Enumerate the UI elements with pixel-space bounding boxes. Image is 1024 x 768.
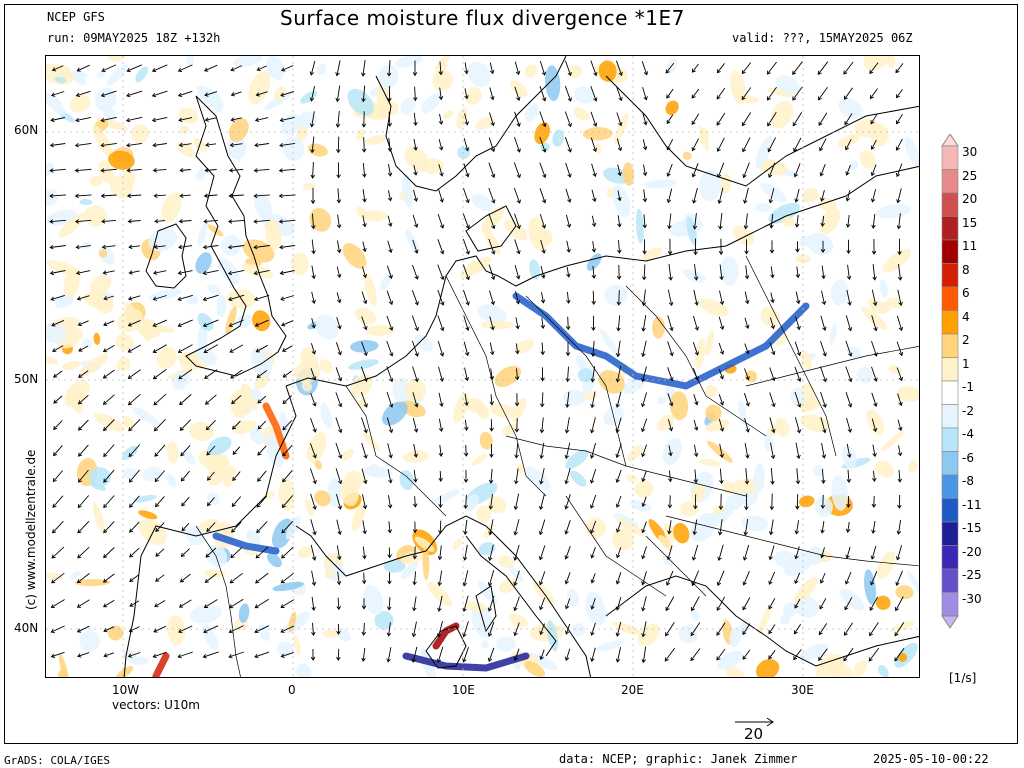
colorbar-swatch [941, 521, 959, 546]
lat-label-40n: 40N [14, 621, 39, 635]
colorbar-tick-label: -11 [962, 497, 982, 512]
colorbar-tick-label: -25 [962, 568, 982, 582]
colorbar-tick-label: 6 [962, 286, 970, 300]
copyright-label: (c) www.modellzentrale.de [24, 449, 38, 610]
colorbar-bottom-arrow [941, 615, 959, 629]
lat-label-50n: 50N [14, 372, 39, 386]
lon-label-20e: 20E [621, 683, 644, 697]
lon-label-10w: 10W [112, 683, 140, 697]
colorbar-swatch [941, 498, 959, 523]
colorbar-swatch [941, 474, 959, 499]
valid-time: valid: ???, 15MAY2025 06Z [732, 31, 913, 45]
colorbar-swatch [941, 216, 959, 241]
vectors-label: vectors: U10m [112, 698, 200, 712]
reference-vector-value: 20 [744, 725, 764, 743]
colorbar [941, 134, 959, 629]
colorbar-tick-label: -2 [962, 403, 974, 418]
colorbar-swatch [941, 169, 959, 194]
run-info: run: 09MAY2025 18Z +132h [47, 31, 221, 45]
lon-label-10e: 10E [452, 683, 475, 697]
colorbar-swatch [941, 145, 959, 170]
colorbar-tick-label: -30 [962, 591, 982, 606]
colorbar-swatch [941, 286, 959, 311]
colorbar-swatch [941, 592, 959, 617]
colorbar-tick-label: 8 [962, 262, 970, 277]
colorbar-swatch [941, 568, 959, 593]
colorbar-swatch [941, 192, 959, 217]
colorbar-swatch [941, 263, 959, 288]
page-title: Surface moisture flux divergence *1E7 [280, 6, 685, 30]
colorbar-swatch [941, 427, 959, 452]
footer-grads: GrADS: COLA/IGES [4, 754, 110, 767]
model-name: NCEP GFS [47, 10, 105, 24]
footer-credits: data: NCEP; graphic: Janek Zimmer [559, 752, 798, 766]
colorbar-tick-label: 4 [962, 309, 970, 324]
colorbar-swatch [941, 239, 959, 264]
colorbar-tick-label: -4 [962, 427, 974, 441]
moisture-flux-map [46, 56, 919, 677]
colorbar-top-arrow [941, 134, 959, 147]
colorbar-swatch [941, 380, 959, 405]
colorbar-tick-label: 30 [962, 145, 978, 159]
colorbar-tick-label: -8 [962, 474, 974, 488]
colorbar-tick-label: 15 [962, 215, 978, 230]
colorbar-swatch [941, 404, 959, 429]
colorbar-swatch [941, 333, 959, 358]
colorbar-tick-label: -20 [962, 544, 982, 559]
colorbar-swatch [941, 357, 959, 382]
lon-label-0: 0 [288, 683, 296, 697]
colorbar-tick-label: 1 [962, 356, 970, 371]
units-label: [1/s] [949, 671, 977, 685]
colorbar-swatch [941, 310, 959, 335]
outer-frame [4, 4, 1018, 744]
lon-label-30e: 30E [791, 683, 814, 697]
colorbar-swatch [941, 451, 959, 476]
colorbar-tick-label: -6 [962, 450, 974, 465]
colorbar-swatch [941, 545, 959, 570]
colorbar-tick-label: 25 [962, 168, 978, 183]
map-panel [45, 55, 920, 678]
colorbar-tick-label: -15 [962, 521, 982, 535]
colorbar-tick-label: 20 [962, 192, 978, 206]
reference-vector-arrow [735, 717, 774, 727]
colorbar-tick-label: 2 [962, 333, 970, 347]
colorbar-tick-label: 11 [962, 239, 978, 253]
footer-timestamp: 2025-05-10-00:22 [873, 752, 989, 766]
lat-label-60n: 60N [14, 123, 39, 137]
colorbar-tick-label: -1 [962, 380, 974, 394]
